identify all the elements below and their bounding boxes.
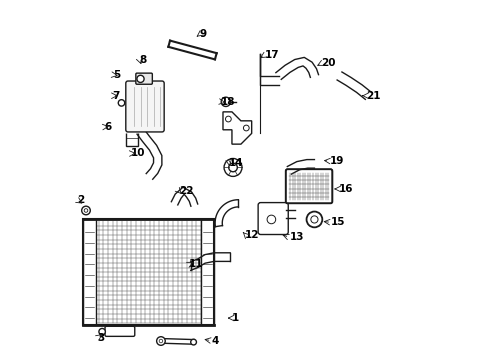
Text: 11: 11	[188, 259, 203, 269]
Text: 10: 10	[131, 148, 145, 158]
Circle shape	[228, 163, 237, 172]
Text: 8: 8	[139, 54, 146, 64]
Text: 20: 20	[321, 58, 335, 68]
Text: 21: 21	[365, 91, 380, 101]
Text: 17: 17	[264, 50, 279, 60]
Text: 14: 14	[228, 158, 243, 168]
Circle shape	[118, 100, 124, 106]
Text: 7: 7	[112, 91, 120, 101]
Circle shape	[225, 116, 231, 122]
Text: 19: 19	[329, 156, 343, 166]
FancyBboxPatch shape	[136, 73, 152, 84]
Bar	[83, 220, 96, 325]
Text: 4: 4	[211, 336, 219, 346]
Text: 18: 18	[221, 97, 235, 107]
Bar	[83, 220, 214, 325]
Circle shape	[84, 209, 88, 212]
Circle shape	[159, 339, 163, 343]
Circle shape	[190, 339, 196, 345]
Text: 1: 1	[231, 313, 239, 323]
Text: 15: 15	[330, 217, 345, 227]
Circle shape	[137, 75, 144, 82]
Text: 5: 5	[113, 70, 121, 80]
Circle shape	[81, 206, 90, 215]
Text: 9: 9	[199, 30, 206, 39]
Circle shape	[306, 212, 322, 227]
Text: 2: 2	[77, 195, 84, 205]
Polygon shape	[221, 97, 230, 107]
FancyBboxPatch shape	[285, 169, 332, 203]
Circle shape	[243, 125, 249, 131]
Circle shape	[156, 337, 165, 345]
Text: 22: 22	[179, 186, 193, 197]
Polygon shape	[223, 112, 251, 144]
Text: 12: 12	[244, 230, 259, 239]
Text: 13: 13	[289, 232, 303, 242]
Circle shape	[99, 328, 105, 335]
FancyBboxPatch shape	[125, 81, 164, 132]
Bar	[201, 220, 214, 325]
Text: 6: 6	[104, 122, 111, 132]
FancyBboxPatch shape	[105, 326, 135, 336]
Circle shape	[224, 158, 242, 176]
FancyBboxPatch shape	[258, 203, 287, 234]
Circle shape	[266, 215, 275, 224]
Text: 16: 16	[338, 184, 352, 194]
Text: 3: 3	[97, 333, 104, 343]
Circle shape	[310, 216, 317, 223]
